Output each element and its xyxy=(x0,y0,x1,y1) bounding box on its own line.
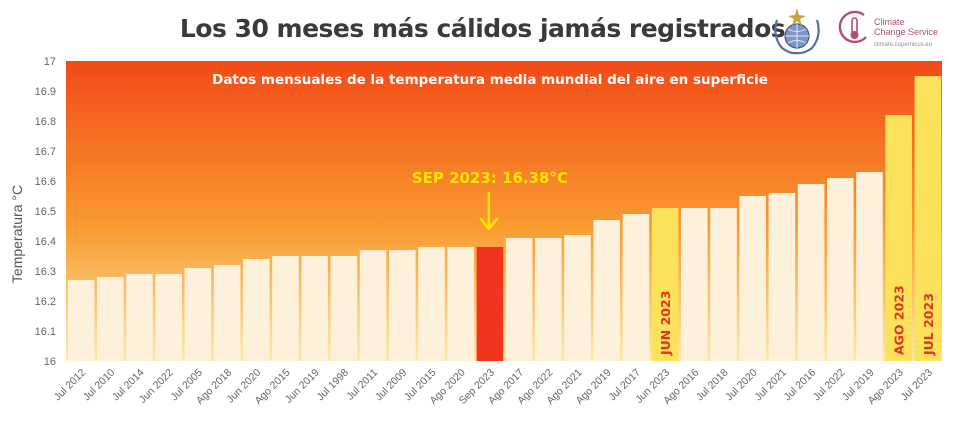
bar xyxy=(359,250,387,361)
bar xyxy=(213,265,241,361)
bar xyxy=(243,259,270,361)
x-tick-label: Jul 2023 xyxy=(898,367,935,404)
bar xyxy=(67,280,95,361)
y-tick-label: 16.3 xyxy=(35,266,56,278)
bar xyxy=(272,256,299,361)
bars: JUN 2023 AGO 2023 JUL 2023 xyxy=(67,76,942,361)
bar xyxy=(856,172,883,361)
y-tick-label: 16.1 xyxy=(35,326,56,338)
bar xyxy=(447,247,474,361)
bar-highlight-label: AGO 2023 xyxy=(892,285,907,355)
chart-subtitle: Datos mensuales de la temperatura media … xyxy=(212,72,768,88)
y-tick-label: 16.6 xyxy=(35,176,56,188)
c3s-name-line2: Change Service xyxy=(874,27,939,37)
x-tick-label: Jul 1998 xyxy=(314,367,351,404)
c3s-url: climate.copernicus.eu xyxy=(874,42,933,48)
bar xyxy=(739,196,766,361)
bar xyxy=(593,220,620,361)
bar xyxy=(622,214,650,361)
bar xyxy=(126,274,153,361)
bar xyxy=(681,208,708,361)
bar xyxy=(651,208,679,361)
plot-background xyxy=(66,61,942,361)
c3s-name-line1: Climate xyxy=(874,17,905,27)
bar xyxy=(797,184,825,361)
bar xyxy=(97,277,124,361)
bar xyxy=(505,238,533,361)
wmo-logo xyxy=(774,8,820,55)
annotation-label: SEP 2023: 16.38°C xyxy=(412,169,568,187)
y-axis-ticks: 16 16.1 16.2 16.3 16.4 16.5 16.6 16.7 16.8 16.9 17 xyxy=(35,56,56,368)
y-tick-label: 16 xyxy=(44,356,56,368)
y-axis-label: Temperatura °C xyxy=(9,185,25,283)
page-title: Los 30 meses más cálidos jamás registrad… xyxy=(179,14,786,43)
bar xyxy=(330,256,358,361)
bar xyxy=(476,247,504,361)
bar xyxy=(710,208,737,361)
bar xyxy=(389,250,416,361)
annotation-arrow xyxy=(479,191,499,231)
bar xyxy=(184,268,212,361)
bar xyxy=(768,193,796,361)
y-tick-label: 16.2 xyxy=(35,296,56,308)
wmo-emblem-icon xyxy=(774,8,820,55)
c3s-logo xyxy=(838,10,867,44)
y-tick-label: 16.4 xyxy=(35,236,56,248)
y-tick-label: 16.7 xyxy=(35,146,56,158)
bar xyxy=(564,235,591,361)
thermometer-icon xyxy=(838,10,867,44)
y-tick-label: 16.8 xyxy=(35,116,56,128)
bar xyxy=(885,115,912,361)
bar-highlight-label: JUN 2023 xyxy=(658,291,673,356)
annotation: SEP 2023: 16.38°C xyxy=(412,169,568,231)
bar xyxy=(301,256,328,361)
y-tick-label: 16.9 xyxy=(35,86,56,98)
bar xyxy=(535,238,562,361)
bar xyxy=(418,247,445,361)
c3s-name: Climate Change Service xyxy=(874,17,938,37)
bar-highlight-label: JUL 2023 xyxy=(921,293,936,356)
bar xyxy=(827,178,854,361)
bar xyxy=(914,76,942,361)
y-tick-label: 17 xyxy=(44,56,56,68)
y-tick-label: 16.5 xyxy=(35,206,56,218)
bar xyxy=(155,274,182,361)
